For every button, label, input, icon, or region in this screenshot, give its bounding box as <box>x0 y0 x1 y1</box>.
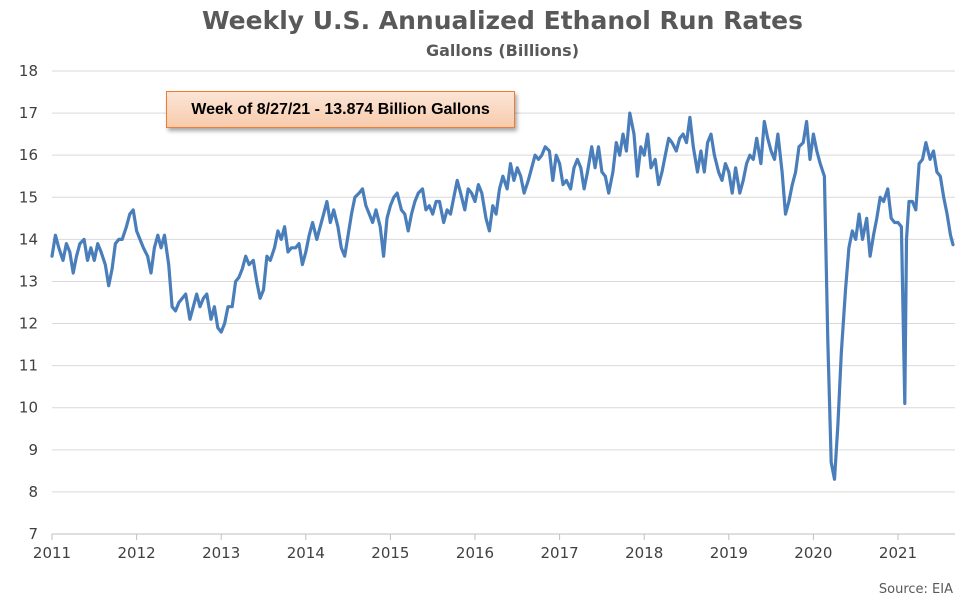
x-tick-label: 2018 <box>625 544 663 562</box>
x-tick-label: 2019 <box>710 544 748 562</box>
x-tick-label: 2013 <box>202 544 240 562</box>
y-tick-label: 14 <box>19 230 38 248</box>
y-tick-label: 12 <box>19 315 38 333</box>
x-tick-label: 2020 <box>794 544 832 562</box>
series-line <box>50 111 955 481</box>
x-tick-label: 2016 <box>456 544 494 562</box>
y-tick-label: 16 <box>19 146 38 164</box>
y-tick-label: 17 <box>19 104 38 122</box>
y-tick-label: 18 <box>19 62 38 80</box>
y-tick-label: 15 <box>19 188 38 206</box>
y-tick-label: 7 <box>28 525 38 543</box>
chart-title: Weekly U.S. Annualized Ethanol Run Rates <box>201 6 804 35</box>
x-tick-label: 2015 <box>371 544 409 562</box>
y-tick-label: 9 <box>28 441 38 459</box>
x-tick-label: 2017 <box>541 544 579 562</box>
y-tick-label: 8 <box>28 483 38 501</box>
x-tick-label: 2021 <box>879 544 917 562</box>
plot-area <box>50 111 955 481</box>
y-tick-label: 13 <box>19 272 38 290</box>
y-tick-label: 11 <box>19 357 38 375</box>
y-tick-label: 10 <box>19 399 38 417</box>
x-tick-label: 2011 <box>33 544 71 562</box>
x-axis-ticks: 2011 2012 2013 2014 2015 2016 2017 2018 2019 2020… <box>33 534 917 562</box>
chart-subtitle: Gallons (Billions) <box>425 41 580 60</box>
gridlines <box>52 70 955 493</box>
y-axis-ticks: 7 8 9 10 11 12 13 14 15 16 17 18 <box>19 62 38 543</box>
x-tick-label: 2012 <box>118 544 156 562</box>
annotation-callout: Week of 8/27/21 - 13.874 Billion Gallons <box>166 91 515 128</box>
x-tick-label: 2014 <box>287 544 325 562</box>
source-note: Source: EIA <box>878 582 953 597</box>
